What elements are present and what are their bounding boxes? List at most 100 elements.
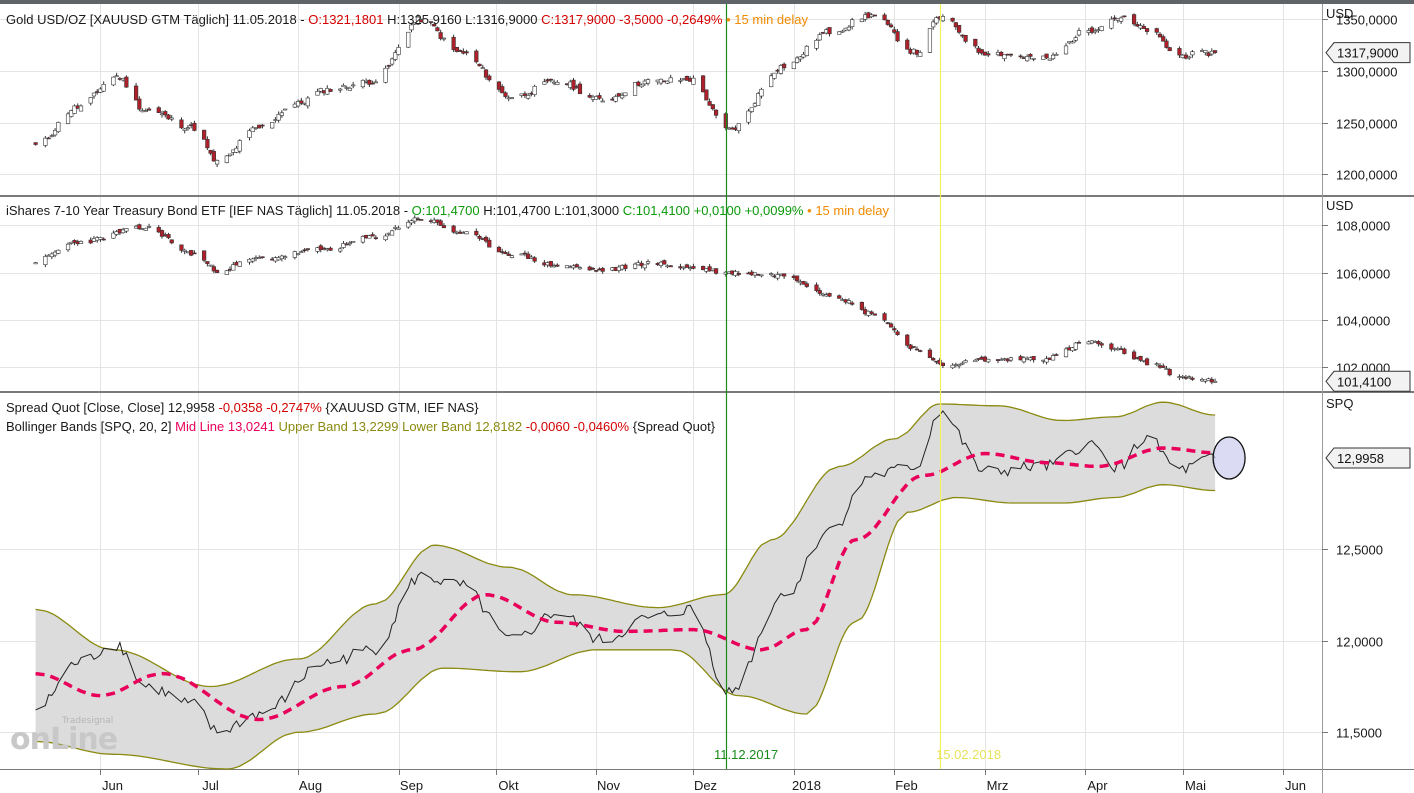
- ief-symbol: iShares 7-10 Year Treasury Bond ETF [IEF…: [6, 203, 401, 218]
- candle-body: [759, 88, 764, 97]
- candle-body: [124, 228, 129, 232]
- x-tick-label: Sep: [400, 778, 423, 793]
- candle-body: [837, 295, 842, 299]
- bollinger-header: Bollinger Bands [SPQ, 20, 2] Mid Line 13…: [6, 419, 715, 434]
- candle-body: [192, 252, 197, 255]
- candle-body: [814, 284, 819, 291]
- candle-body: [532, 85, 537, 95]
- candle-body: [1161, 365, 1166, 368]
- candle-body: [370, 234, 375, 237]
- candle-body: [888, 24, 894, 28]
- x-tick-label: Jun: [102, 778, 123, 793]
- candle-body: [885, 322, 890, 324]
- candle-body: [1141, 26, 1146, 29]
- candle-body: [163, 111, 168, 116]
- candle-body: [302, 249, 307, 252]
- candle-body: [347, 242, 353, 245]
- candle-body: [373, 237, 378, 239]
- candle-body: [137, 224, 142, 230]
- candle-body: [979, 49, 984, 54]
- candle-body: [837, 31, 842, 35]
- candle-body: [911, 346, 916, 348]
- candle-body: [351, 240, 356, 243]
- candle-body: [257, 257, 262, 259]
- candle-body: [295, 253, 301, 255]
- y-tick-label: 12,0000: [1336, 635, 1383, 650]
- candle-body: [571, 79, 576, 90]
- candle-body: [1076, 342, 1082, 344]
- candle-body: [435, 27, 440, 32]
- candle-body: [590, 267, 596, 270]
- candle-body: [782, 273, 787, 277]
- candle-body: [98, 237, 103, 240]
- x-tick-label: Nov: [597, 778, 621, 793]
- candle-body: [1180, 376, 1185, 378]
- candle-body: [1031, 356, 1036, 361]
- candle-body: [526, 253, 531, 259]
- candle-body: [260, 256, 265, 258]
- candle-body: [441, 225, 447, 229]
- candle-body: [526, 95, 531, 99]
- candle-body: [483, 69, 489, 78]
- candle-body: [451, 36, 456, 50]
- candle-body: [1054, 54, 1059, 56]
- candle-body: [396, 227, 401, 230]
- candle-body: [396, 47, 401, 55]
- candle-body: [341, 85, 346, 88]
- candle-body: [65, 113, 71, 124]
- candle-body: [111, 76, 116, 86]
- candle-body: [713, 109, 719, 116]
- candle-body: [710, 104, 715, 110]
- highlight-ellipse[interactable]: [1212, 436, 1246, 480]
- gold-candles: [33, 11, 1218, 168]
- candle-body: [1044, 53, 1049, 59]
- spread-unit: SPQ: [1326, 396, 1354, 411]
- candle-body: [1002, 54, 1007, 59]
- candle-body: [438, 220, 443, 226]
- gold-open: O:1321,1801: [308, 12, 384, 27]
- candle-body: [185, 127, 191, 130]
- ief-unit: USD: [1326, 198, 1354, 213]
- candle-body: [192, 122, 197, 131]
- candle-body: [496, 246, 502, 253]
- candle-body: [1047, 58, 1052, 61]
- candle-body: [111, 232, 116, 239]
- candle-body: [477, 63, 482, 67]
- candle-body: [202, 250, 207, 261]
- candle-body: [454, 46, 459, 52]
- spread-name: Spread Quot [Close, Close]: [6, 400, 165, 415]
- candle-body: [940, 362, 945, 366]
- x-tick-label: Aug: [299, 778, 322, 793]
- candle-body: [347, 87, 353, 91]
- candle-body: [506, 253, 511, 256]
- candle-body: [224, 155, 229, 163]
- candle-body: [360, 79, 366, 88]
- candle-body: [1018, 55, 1023, 58]
- candle-body: [451, 225, 456, 233]
- candle-body: [1167, 369, 1172, 376]
- spread-value: 12,9958: [167, 400, 215, 415]
- candle-body: [1070, 41, 1075, 44]
- candle-body: [72, 105, 77, 114]
- candle-body: [623, 264, 628, 269]
- candle-body: [1161, 36, 1166, 42]
- candle-body: [986, 358, 991, 363]
- candle-body: [1164, 40, 1169, 48]
- candle-body: [169, 239, 174, 244]
- candle-body: [736, 123, 741, 132]
- candle-body: [888, 323, 894, 328]
- candle-body: [749, 107, 754, 112]
- candle-body: [33, 262, 38, 265]
- candle-body: [1190, 51, 1195, 56]
- candle-body: [804, 283, 809, 287]
- candle-body: [65, 243, 71, 251]
- candle-body: [487, 239, 492, 248]
- ief-header: iShares 7-10 Year Treasury Bond ETF [IEF…: [6, 203, 890, 218]
- gold-low: L:1316,9000: [465, 12, 538, 27]
- candle-body: [1122, 15, 1127, 18]
- x-tick-label: Feb: [895, 778, 917, 793]
- candle-body: [613, 96, 618, 102]
- pane-background: [0, 197, 1414, 391]
- candle-body: [616, 93, 621, 97]
